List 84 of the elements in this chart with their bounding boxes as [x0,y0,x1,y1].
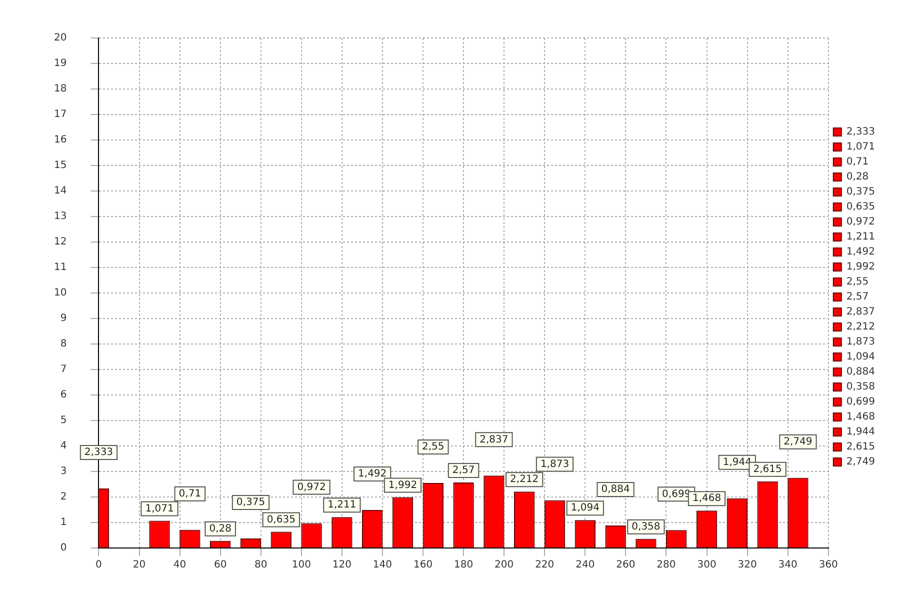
x-tick-label: 40 [173,560,186,571]
data-label: 0,375 [236,497,266,508]
y-tick-label: 13 [54,211,67,222]
y-tick-label: 14 [54,186,67,197]
data-label: 1,468 [692,493,722,504]
y-tick-label: 3 [60,466,67,478]
legend-label: 0,28 [846,172,869,183]
data-label: 0,635 [266,514,296,526]
y-tick-label: 17 [54,109,67,120]
x-tick-label: 260 [616,560,636,571]
legend-label: 1,071 [846,142,876,153]
y-tick-label: 20 [54,32,67,44]
y-tick-label: 19 [54,58,67,70]
x-tick-label: 60 [214,560,227,571]
y-tick-label: 8 [60,338,67,350]
legend-label: 0,972 [846,216,876,228]
x-tick-label: 140 [372,560,392,571]
legend-label: 2,212 [846,322,876,333]
y-tick-label: 2 [60,492,67,503]
x-tick-label: 0 [96,560,102,571]
legend-label: 2,837 [846,306,876,318]
y-tick-label: 4 [60,440,67,452]
data-label: 1,873 [540,458,570,470]
legend-label: 2,333 [846,126,876,138]
legend-label: 1,944 [846,426,876,438]
x-tick-label: 200 [494,560,514,571]
x-tick-label: 320 [738,560,757,571]
data-label: 2,212 [510,474,539,486]
y-tick-label: 11 [54,262,67,274]
y-tick-label: 12 [54,236,67,248]
legend-label: 0,635 [846,202,876,213]
legend-label: 1,094 [846,352,876,363]
y-tick-label: 0 [60,542,67,554]
data-label: 1,492 [358,468,387,480]
data-label: 0,71 [178,488,202,500]
y-tick-label: 18 [54,84,67,95]
data-label: 2,837 [480,434,508,446]
data-label: 0,28 [209,523,232,534]
x-tick-label: 180 [454,560,474,571]
y-tick-label: 10 [54,288,67,299]
data-label: 2,57 [452,465,475,476]
y-tick-label: 1 [60,517,67,528]
legend-label: 1,211 [846,232,876,243]
y-tick-label: 9 [60,313,67,324]
data-label: 2,55 [422,442,444,453]
y-tick-label: 6 [60,390,67,401]
x-tick-label: 280 [656,560,676,571]
legend-label: 0,358 [846,382,876,393]
x-tick-label: 120 [332,560,352,571]
data-label: 0,358 [632,521,660,532]
data-label: 0,884 [601,484,630,496]
x-tick-label: 220 [535,560,554,571]
x-tick-label: 240 [576,560,595,571]
legend-label: 1,873 [846,336,876,348]
x-tick-label: 300 [697,560,716,571]
data-label: 2,749 [784,436,812,448]
y-tick-label: 5 [60,415,67,426]
x-tick-label: 20 [132,560,146,571]
legend-label: 2,749 [846,456,876,468]
legend-label: 2,615 [846,442,876,453]
x-tick-label: 340 [778,560,798,571]
x-tick-label: 360 [818,560,838,571]
x-tick-label: 80 [254,560,268,571]
y-tick-label: 7 [60,364,67,376]
legend-label: 1,492 [846,246,876,258]
y-tick-label: 16 [54,134,67,146]
x-tick-label: 100 [292,560,311,571]
data-label: 1,992 [388,480,418,491]
legend-label: 2,55 [846,276,869,288]
legend-label: 1,468 [846,412,876,423]
legend-label: 0,699 [846,396,876,408]
data-label: 1,211 [328,500,356,511]
legend-label: 0,71 [846,156,869,168]
x-tick-label: 160 [413,560,433,571]
legend-label: 0,884 [846,366,876,378]
data-label: 1,071 [145,503,174,514]
data-label: 2,615 [753,464,782,475]
legend-label: 2,57 [846,292,869,303]
legend-label: 0,375 [846,186,876,198]
data-label: 2,333 [84,447,114,458]
data-label: 1,094 [570,502,600,514]
legend-label: 1,992 [846,262,876,273]
data-label: 0,972 [297,482,326,493]
y-tick-label: 15 [54,160,67,172]
